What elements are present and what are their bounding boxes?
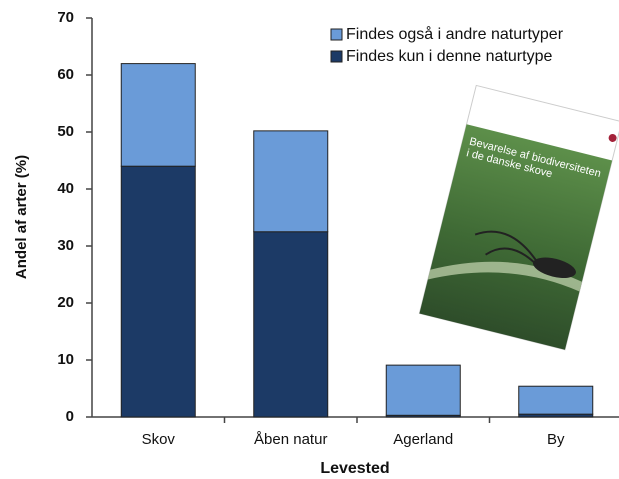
- y-tick-label: 50: [57, 123, 74, 140]
- bar-segment: [253, 231, 329, 418]
- x-tick-label: Skov: [142, 431, 176, 448]
- cover-photo: [419, 124, 613, 350]
- plot: [120, 63, 594, 418]
- legend-label: Findes kun i denne naturtype: [346, 48, 552, 65]
- cover-logo: [608, 133, 617, 142]
- book-cover: Bevarelse af biodiversiteten i de danske…: [418, 84, 619, 351]
- cover-antenna: [474, 230, 539, 267]
- cover-beetle: [533, 257, 576, 278]
- y-tick-label: 70: [57, 9, 74, 26]
- y-tick-label: 20: [57, 294, 74, 311]
- y-tick-label: 10: [57, 351, 74, 368]
- legend: Findes også i andre naturtyper Findes kun…: [330, 25, 564, 65]
- bar-segment: [385, 364, 461, 416]
- y-tick-label: 0: [66, 408, 74, 425]
- x-axis-title: Levested: [320, 460, 389, 477]
- bar-segment: [120, 63, 196, 167]
- y-axis-title: Andel af arter (%): [13, 155, 30, 279]
- legend-swatch: [330, 50, 343, 63]
- x-tick-label: By: [547, 431, 565, 448]
- legend-swatch: [330, 28, 343, 41]
- legend-label: Findes også i andre naturtyper: [346, 25, 564, 43]
- x-tick-label: Agerland: [393, 431, 453, 448]
- y-tick-label: 40: [57, 180, 74, 197]
- y-tick-label: 60: [57, 66, 74, 83]
- y-tick-label: 30: [57, 237, 74, 254]
- bar-segment: [253, 130, 329, 233]
- x-tick-label: Åben natur: [254, 431, 327, 448]
- bar-segment: [120, 165, 196, 418]
- bar-segment: [518, 385, 594, 415]
